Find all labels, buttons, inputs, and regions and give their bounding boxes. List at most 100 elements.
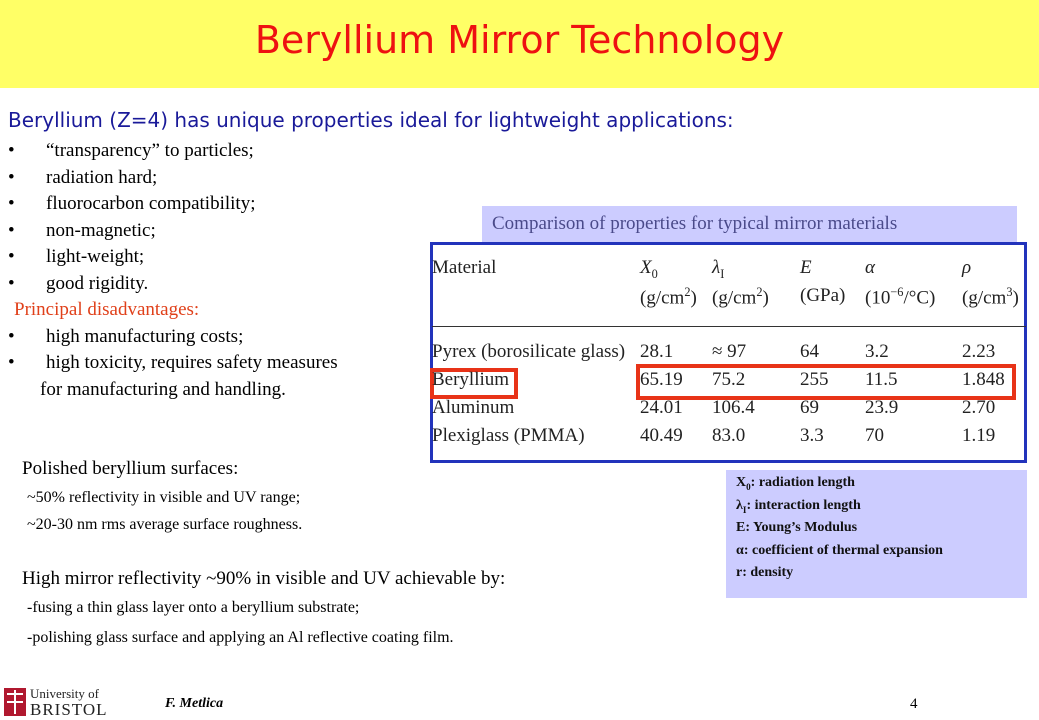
legend-text: : density — [742, 565, 794, 580]
header-text: E — [800, 257, 812, 278]
table-cell: 1.848 — [962, 369, 1005, 390]
logo-text: BRISTOL — [30, 700, 108, 719]
logo-mark — [4, 688, 26, 716]
table-cell: 69 — [800, 397, 819, 418]
unit-text: /°C) — [903, 287, 936, 309]
table-cell: 3.2 — [865, 341, 889, 362]
highlight-box — [430, 368, 518, 399]
table-cell: ≈ 97 — [712, 341, 747, 362]
table-cell: 11.5 — [865, 369, 898, 390]
bullet-dot: • — [8, 219, 15, 241]
table-rule — [432, 326, 1026, 327]
legend-symbol: λ — [736, 497, 743, 513]
column-unit: (g/cm2) — [712, 285, 769, 309]
unit-text: ) — [690, 287, 697, 309]
column-header: ρ — [962, 257, 971, 279]
legend-text: : coefficient of thermal expansion — [743, 542, 943, 558]
header-text: X — [640, 257, 652, 278]
heading: Beryllium (Z=4) has unique properties id… — [8, 108, 734, 132]
unit-text: (g/cm — [640, 287, 685, 309]
bullet-dot: • — [8, 193, 15, 214]
unit-text: ) — [762, 287, 769, 309]
column-unit: (g/cm3) — [962, 285, 1019, 309]
unit-text: (g/cm — [712, 287, 757, 309]
bullet-text: light-weight; — [46, 246, 145, 267]
header-text: Material — [432, 257, 497, 278]
table-cell: 70 — [865, 425, 884, 446]
header-text: λ — [712, 257, 721, 278]
table-cell: 64 — [800, 341, 819, 362]
column-header: X0 — [640, 257, 658, 282]
table-cell: 83.0 — [712, 425, 746, 446]
bullet-text: non-magnetic; — [46, 219, 156, 241]
table-cell: 28.1 — [640, 341, 674, 362]
legend-symbol: r — [736, 565, 743, 580]
table-cell: Aluminum — [432, 397, 515, 418]
unit-text: (g/cm — [962, 287, 1007, 309]
bullet-text: for manufacturing and handling. — [40, 378, 286, 400]
table-cell: Plexiglass (PMMA) — [432, 425, 585, 446]
column-header: λI — [712, 257, 724, 282]
table-cell: 2.70 — [962, 397, 996, 418]
title-bar — [0, 0, 1039, 88]
unit-sup: −6 — [890, 285, 904, 299]
bullet-text: good rigidity. — [46, 272, 149, 294]
unit-sup: 2 — [684, 285, 691, 299]
bullet-dot: • — [8, 166, 15, 188]
table-cell: 255 — [800, 369, 829, 390]
unit-sup: 3 — [1006, 285, 1013, 299]
table-cell: 75.2 — [712, 369, 746, 390]
legend-item: λI: interaction length — [736, 498, 861, 515]
column-unit: (10−6/°C) — [865, 285, 935, 309]
text-line: ~50% reflectivity in visible and UV rang… — [27, 489, 301, 506]
logo-text: University of — [30, 686, 99, 701]
legend-symbol: E — [736, 520, 746, 535]
section-heading: Polished beryllium surfaces: — [22, 458, 239, 479]
bullet-text: fluorocarbon compatibility; — [46, 193, 256, 214]
highlight-box — [636, 364, 1016, 400]
bullet-text: high manufacturing costs; — [46, 325, 244, 347]
table-cell: 1.19 — [962, 425, 996, 446]
unit-text: (GPa) — [800, 285, 846, 306]
bullet-dot: • — [8, 352, 15, 373]
legend-box — [726, 470, 1027, 598]
column-header: α — [865, 257, 875, 279]
bullet-dot: • — [8, 140, 15, 161]
column-unit: (GPa) — [800, 285, 845, 307]
legend-text: : Young’s Modulus — [745, 520, 858, 535]
header-text: α — [865, 257, 875, 278]
legend-sub: 0 — [746, 481, 751, 492]
section-heading: High mirror reflectivity ~90% in visible… — [22, 568, 506, 589]
table-caption: Comparison of properties for typical mir… — [482, 206, 1017, 242]
text-line: -polishing glass surface and applying an… — [27, 629, 454, 646]
unit-text: (10 — [865, 287, 891, 309]
bullet-dot: • — [8, 272, 15, 294]
legend-symbol: X — [736, 475, 747, 490]
title: Beryllium Mirror Technology — [254, 18, 785, 62]
table-cell: 40.49 — [640, 425, 683, 446]
disadvantages-heading: Principal disadvantages: — [14, 299, 200, 320]
column-unit: (g/cm2) — [640, 285, 697, 309]
table-cell: 3.3 — [800, 425, 824, 446]
header-sub: 0 — [651, 266, 658, 281]
column-header: E — [800, 257, 812, 279]
legend-symbol: α — [736, 542, 744, 558]
table-cell: 24.01 — [640, 397, 683, 418]
legend-item: α: coefficient of thermal expansion — [736, 543, 943, 559]
bullet-dot: • — [8, 246, 15, 267]
bullet-dot: • — [8, 325, 15, 347]
legend-item: r: density — [736, 565, 793, 581]
table-cell: 2.23 — [962, 341, 996, 362]
table — [430, 242, 1027, 463]
table-cell: 23.9 — [865, 397, 899, 418]
table-cell: 106.4 — [712, 397, 755, 418]
unit-sup: 2 — [756, 285, 763, 299]
unit-text: ) — [1012, 287, 1019, 309]
bullet-text: radiation hard; — [46, 166, 158, 188]
legend-item: E: Young’s Modulus — [736, 520, 857, 536]
bullet-text: high toxicity, requires safety measures — [46, 352, 338, 373]
table-cell: 65.19 — [640, 369, 683, 390]
text-line: ~20-30 nm rms average surface roughness. — [27, 516, 303, 533]
legend-sub: I — [742, 504, 747, 515]
text-line: -fusing a thin glass layer onto a beryll… — [27, 599, 360, 616]
